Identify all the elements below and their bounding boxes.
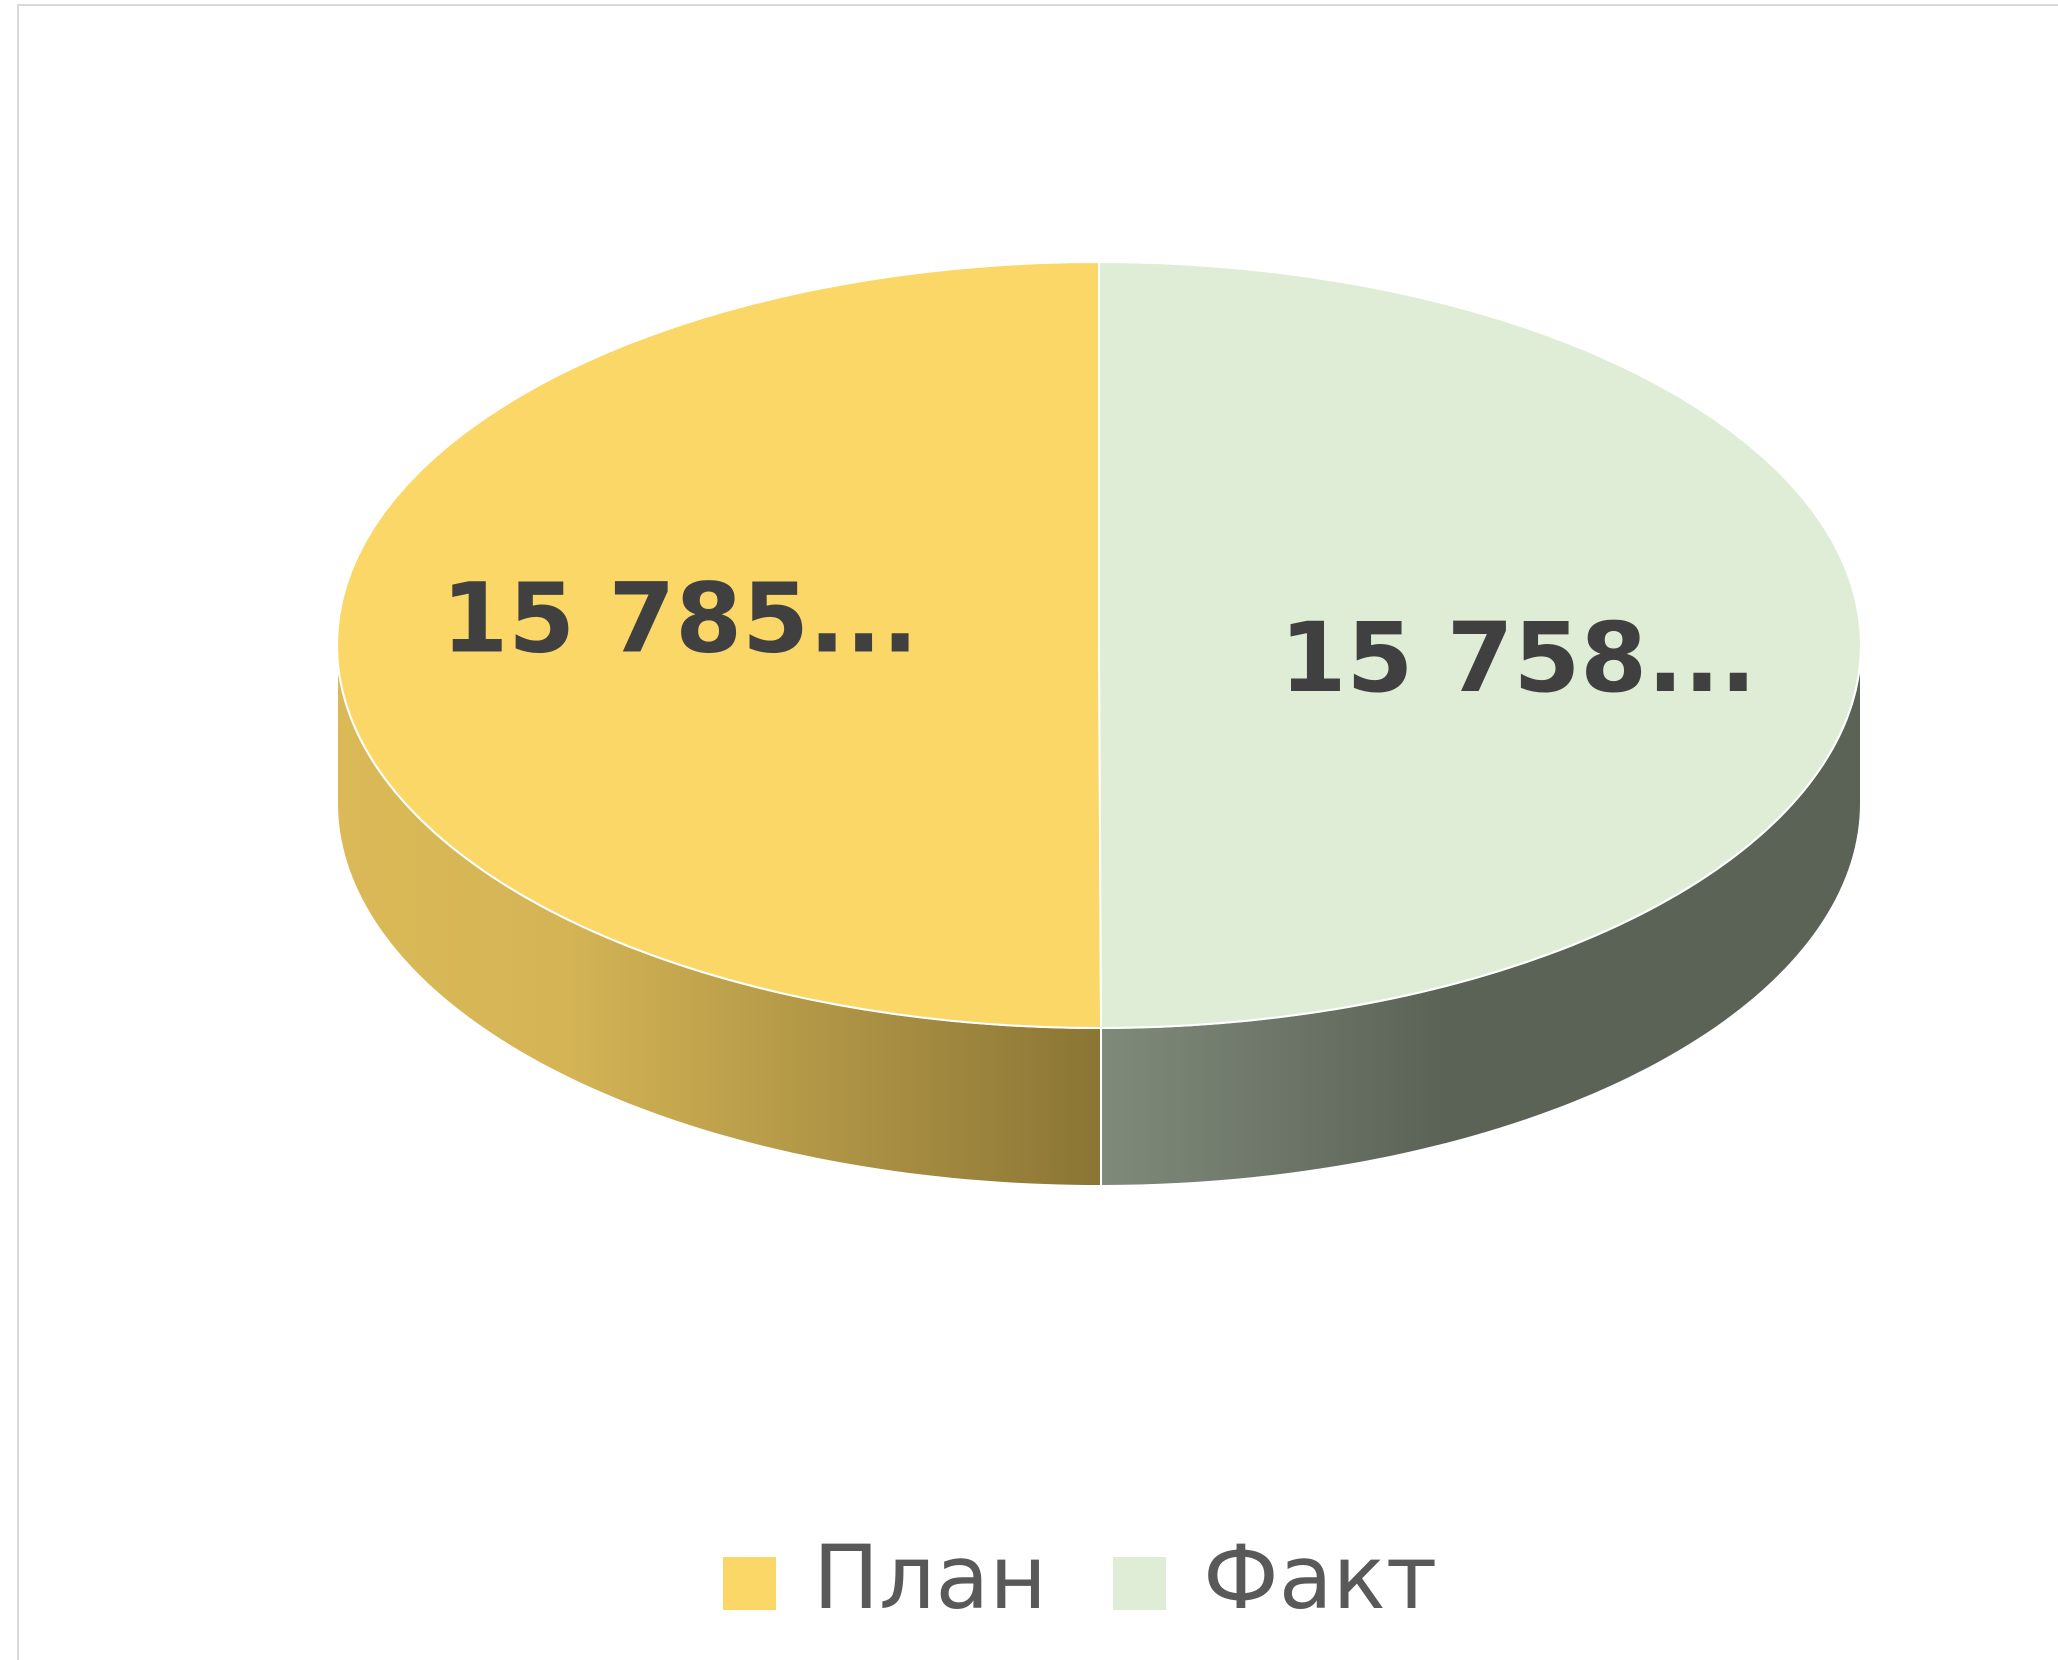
- data-label: 15 758...: [1280, 602, 1757, 714]
- legend-swatch: [723, 1557, 776, 1610]
- legend-label: Факт: [1203, 1526, 1437, 1629]
- slice: [1098, 260, 1863, 1030]
- chart-frame: [17, 4, 2058, 1660]
- legend-swatch: [1113, 1557, 1166, 1610]
- legend-label: План: [813, 1526, 1047, 1629]
- slice: [336, 260, 1103, 1030]
- data-label: 15 785...: [441, 562, 918, 674]
